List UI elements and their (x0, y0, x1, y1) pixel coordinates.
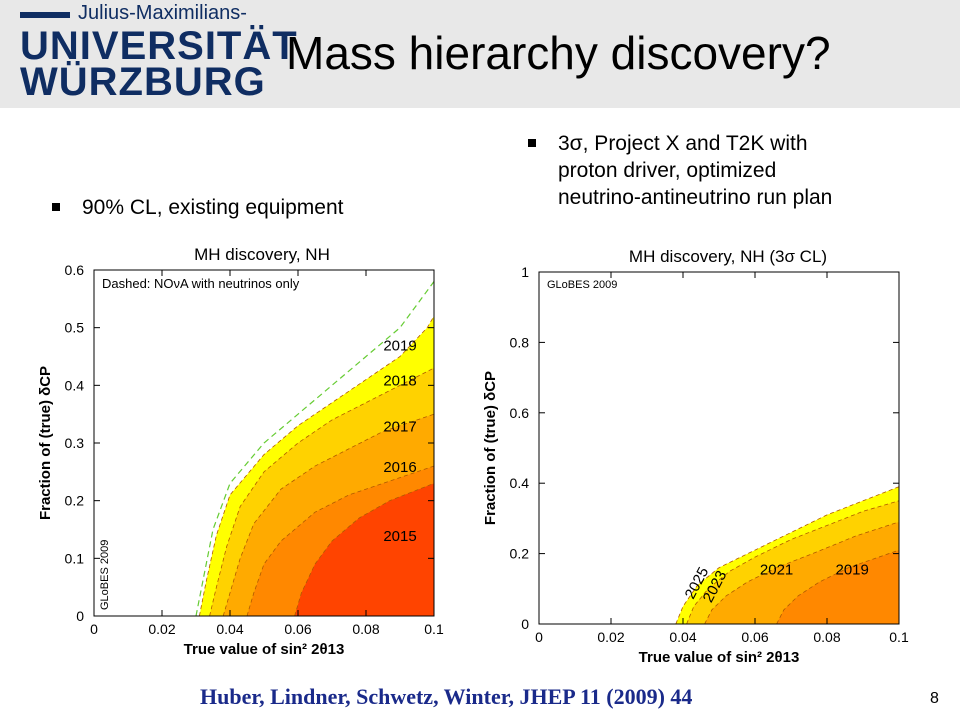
contour-label-2017: 2017 (383, 418, 416, 435)
y-tick-label: 0.6 (65, 262, 85, 278)
contour-label-2019: 2019 (383, 338, 416, 355)
x-tick-label: 0.06 (741, 629, 768, 645)
contour-label-2019: 2019 (836, 562, 869, 579)
dashed-nova-curve (195, 281, 434, 616)
y-tick-label: 1 (521, 264, 529, 280)
bullet-left: 90% CL, existing equipment (52, 194, 472, 221)
y-tick-label: 0.5 (65, 320, 85, 336)
area-2019-3 (776, 549, 899, 624)
x-axis-label: True value of sin² 2θ13 (639, 649, 800, 666)
header-banner: Julius-Maximilians- UNIVERSITÄT WÜRZBURG… (0, 0, 960, 108)
x-tick-label: 0 (535, 629, 543, 645)
x-tick-label: 0.08 (352, 621, 379, 637)
y-tick-label: 0.4 (65, 377, 85, 393)
logo-line1: Julius-Maximilians- (78, 2, 247, 24)
y-tick-label: 0.1 (65, 550, 85, 566)
logo-bar (20, 12, 70, 18)
legend-text: Dashed: NOνA with neutrinos only (102, 276, 300, 291)
x-axis-label: True value of sin² 2θ13 (184, 641, 345, 658)
plot-areas (675, 486, 899, 624)
x-tick-label: 0.1 (889, 629, 909, 645)
x-tick-label: 0.04 (216, 621, 243, 637)
contour-label-2021: 2021 (760, 562, 793, 579)
y-axis-label: Fraction of (true) δCP (482, 371, 499, 525)
area-2015-4 (294, 482, 434, 616)
bullet-left-text: 90% CL, existing equipment (82, 196, 344, 219)
bullet-square-icon (528, 139, 536, 147)
y-tick-label: 0.8 (510, 334, 530, 350)
logo-line2: UNIVERSITÄT (20, 24, 298, 68)
citation: Huber, Lindner, Schwetz, Winter, JHEP 11… (200, 684, 693, 709)
x-tick-label: 0.04 (669, 629, 696, 645)
x-tick-label: 0.06 (284, 621, 311, 637)
chart-title: MH discovery, NH (194, 245, 330, 264)
globes-watermark: GLoBES 2009 (99, 540, 111, 610)
chart-title: MH discovery, NH (3σ CL) (629, 247, 827, 266)
y-tick-label: 0.6 (510, 405, 530, 421)
slide-title: Mass hierarchy discovery? (286, 27, 831, 79)
page-number: 8 (930, 690, 939, 707)
contour-label-2016: 2016 (383, 459, 416, 476)
bullet-square-icon (52, 203, 60, 211)
x-tick-label: 0.08 (813, 629, 840, 645)
x-tick-label: 0.02 (597, 629, 624, 645)
plot-frame (538, 271, 900, 625)
y-tick-label: 0 (521, 616, 529, 632)
globes-watermark: GLoBES 2009 (547, 279, 617, 291)
x-tick-label: 0 (90, 621, 98, 637)
y-axis-label: Fraction of (true) δCP (37, 366, 54, 520)
y-tick-label: 0.2 (65, 493, 85, 509)
x-tick-label: 0.1 (424, 621, 444, 637)
x-tick-label: 0.02 (148, 621, 175, 637)
y-tick-label: 0.2 (510, 546, 530, 562)
bullet-right-text: 3σ, Project X and T2K with proton driver… (558, 132, 833, 209)
y-tick-label: 0.3 (65, 435, 85, 451)
chart-2: 0 0.02 0.04 0.06 0.08 0.1 0 0.2 0.4 0.6 0.8 1 MH dis… (482, 247, 909, 666)
y-tick-label: 0.4 (510, 475, 530, 491)
chart-1: 0 0.02 0.04 0.06 0.08 0.1 0 0.1 0.2 0.3 0.4 0.5 0.6 M… (37, 245, 444, 658)
plot-areas (195, 281, 434, 616)
logo-line3: WÜRZBURG (20, 60, 266, 104)
y-tick-label: 0 (76, 608, 84, 624)
contour-label-2018: 2018 (383, 372, 416, 389)
bullet-right: 3σ, Project X and T2K with proton driver… (528, 130, 948, 211)
contour-label-2015: 2015 (383, 528, 416, 545)
